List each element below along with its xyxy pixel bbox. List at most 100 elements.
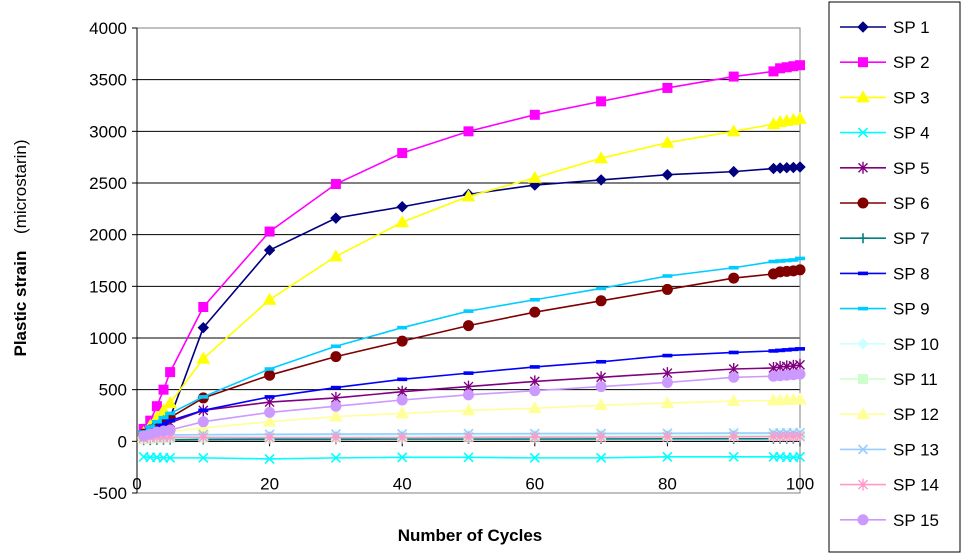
series-6-point-10 [529, 306, 541, 318]
legend-swatch-marker-8 [858, 271, 868, 276]
legend-swatch-marker-13 [857, 444, 869, 455]
series-2-point-18 [795, 60, 805, 71]
legend-label-5: SP 5 [893, 159, 930, 178]
series-9 [138, 256, 805, 434]
legend-label-12: SP 12 [893, 405, 939, 424]
series-8-point-11 [596, 359, 607, 364]
series-8-point-16 [781, 348, 792, 352]
series-6-point-12 [661, 283, 673, 295]
series-3-point-12 [660, 135, 675, 148]
series-9-point-1 [145, 425, 156, 429]
legend-box [828, 1, 961, 553]
legend-item-14: SP 14 [840, 476, 939, 495]
series-6-point-6 [264, 369, 276, 381]
y-tick-label-4: 1500 [89, 277, 127, 296]
legend-swatch-marker-2 [858, 57, 868, 68]
series-9-point-14 [768, 259, 779, 264]
series-6-point-7 [330, 351, 342, 363]
legend-label-11: SP 11 [893, 370, 938, 389]
series-1-point-7 [330, 212, 342, 224]
y-tick-label-8: 3500 [89, 71, 127, 90]
legend-item-4: SP 4 [840, 124, 930, 143]
legend-label-1: SP 1 [893, 18, 930, 37]
series-6-point-8 [396, 335, 408, 347]
legend-swatch-marker-5 [858, 161, 868, 174]
series-14-point-7 [330, 431, 341, 444]
series-3-point-5 [196, 351, 211, 364]
x-tick-label-3: 60 [525, 474, 544, 493]
y-axis-ticks: -500 0 500 1000 1500 2000 2500 3000 3500 4000 [89, 19, 138, 503]
series-4-point-10 [529, 452, 540, 463]
legend-label-6: SP 6 [893, 194, 930, 213]
series-15-point-11 [595, 381, 607, 393]
legend-item-8: SP 8 [840, 264, 930, 283]
series-2-point-10 [529, 109, 540, 120]
x-tick-label-0: 0 [132, 474, 141, 493]
y-axis-unit: (microstarin) [11, 139, 30, 233]
series-4 [138, 451, 806, 464]
legend-swatch-marker-10 [857, 338, 869, 350]
series-4-point-18 [794, 451, 806, 462]
x-axis-title: Number of Cycles [398, 526, 543, 545]
series-4-point-9 [463, 452, 474, 463]
series-9-point-9 [463, 309, 474, 313]
series-8-point-14 [768, 349, 779, 353]
legend-label-8: SP 8 [893, 264, 930, 283]
series-8-point-4 [165, 418, 176, 423]
series-4-point-6 [264, 453, 275, 464]
legend-label-13: SP 13 [893, 440, 939, 459]
series-4-point-13 [728, 451, 739, 462]
series-1-point-18 [794, 161, 806, 173]
series-1-point-12 [661, 169, 674, 181]
series-2-point-11 [596, 96, 607, 107]
series-6-point-13 [728, 272, 740, 284]
legend-item-1: SP 1 [840, 18, 930, 37]
series-4-point-5 [198, 452, 209, 463]
series-9-point-5 [198, 395, 209, 399]
series-2-point-2 [151, 401, 162, 412]
series-2 [138, 60, 805, 434]
series-layer [136, 60, 807, 464]
legend-label-4: SP 4 [893, 124, 930, 143]
series-9-point-6 [264, 367, 275, 371]
series-2-point-13 [728, 71, 739, 82]
series-9-point-11 [596, 286, 607, 291]
series-3-point-9 [461, 189, 476, 202]
series-8-point-10 [529, 365, 540, 369]
x-tick-label-5: 100 [786, 474, 814, 493]
series-12-point-7 [329, 409, 343, 422]
y-tick-label-5: 2000 [89, 226, 127, 245]
series-8-point-5 [198, 408, 209, 413]
series-8-point-8 [397, 377, 408, 382]
series-3-point-10 [527, 170, 542, 183]
legend-label-2: SP 2 [893, 53, 930, 72]
x-tick-label-1: 20 [260, 474, 279, 493]
series-3-point-8 [395, 215, 410, 228]
legend-item-9: SP 9 [840, 300, 930, 319]
legend-label-3: SP 3 [893, 88, 930, 107]
legend-swatch-marker-7 [858, 233, 868, 244]
series-14-point-9 [463, 431, 474, 444]
legend-label-14: SP 14 [893, 476, 939, 495]
series-8-point-18 [795, 347, 805, 351]
series-2-point-8 [397, 148, 408, 159]
y-tick-label-1: 0 [118, 432, 127, 451]
series-9-point-18 [795, 256, 805, 261]
legend: SP 1 SP 2 SP 3 SP 4 SP 5 SP 6 SP 7 SP 8 SP 9 SP 1… [840, 18, 939, 530]
series-15-point-6 [264, 406, 276, 418]
series-3-point-7 [329, 249, 343, 262]
series-1-point-5 [197, 321, 210, 334]
series-12-point-6 [262, 414, 277, 427]
series-15-point-7 [330, 400, 342, 412]
series-14-point-13 [728, 430, 739, 443]
series-14-point-8 [397, 431, 408, 444]
x-tick-label-2: 40 [393, 474, 412, 493]
series-12-point-18 [793, 392, 807, 405]
legend-label-15: SP 15 [893, 511, 939, 530]
legend-swatch-marker-15 [857, 514, 869, 526]
y-tick-label-2: 500 [99, 381, 127, 400]
legend-item-15: SP 15 [840, 511, 939, 530]
x-tick-label-4: 80 [658, 474, 677, 493]
series-9-point-16 [781, 258, 792, 263]
series-3-point-18 [793, 111, 807, 124]
